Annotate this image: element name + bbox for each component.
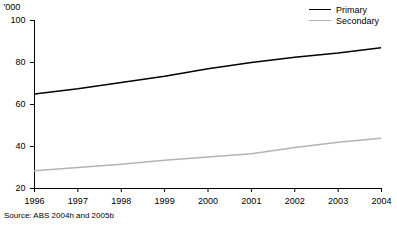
svg-text:60: 60 (15, 99, 25, 109)
html-text:Secondary: Secondary (336, 15, 379, 26)
svg-text:2003: 2003 (328, 196, 348, 206)
svg-text:'000: '000 (4, 2, 21, 12)
svg-text:1997: 1997 (68, 196, 88, 206)
svg-text:40: 40 (15, 141, 25, 151)
html-text:Primary: Primary (336, 4, 367, 15)
svg-text:2000: 2000 (198, 196, 218, 206)
svg-text:2002: 2002 (285, 196, 305, 206)
svg-text:80: 80 (15, 57, 25, 67)
svg-text:100: 100 (10, 15, 25, 25)
svg-text:1996: 1996 (24, 196, 44, 206)
svg-text:2001: 2001 (241, 196, 261, 206)
svg-text:1999: 1999 (155, 196, 175, 206)
svg-text:20: 20 (15, 183, 25, 193)
svg-text:2004: 2004 (371, 196, 391, 206)
svg-text:1998: 1998 (111, 196, 131, 206)
html-text:Source: ABS 2004h and 2005b: Source: ABS 2004h and 2005b (4, 211, 114, 220)
